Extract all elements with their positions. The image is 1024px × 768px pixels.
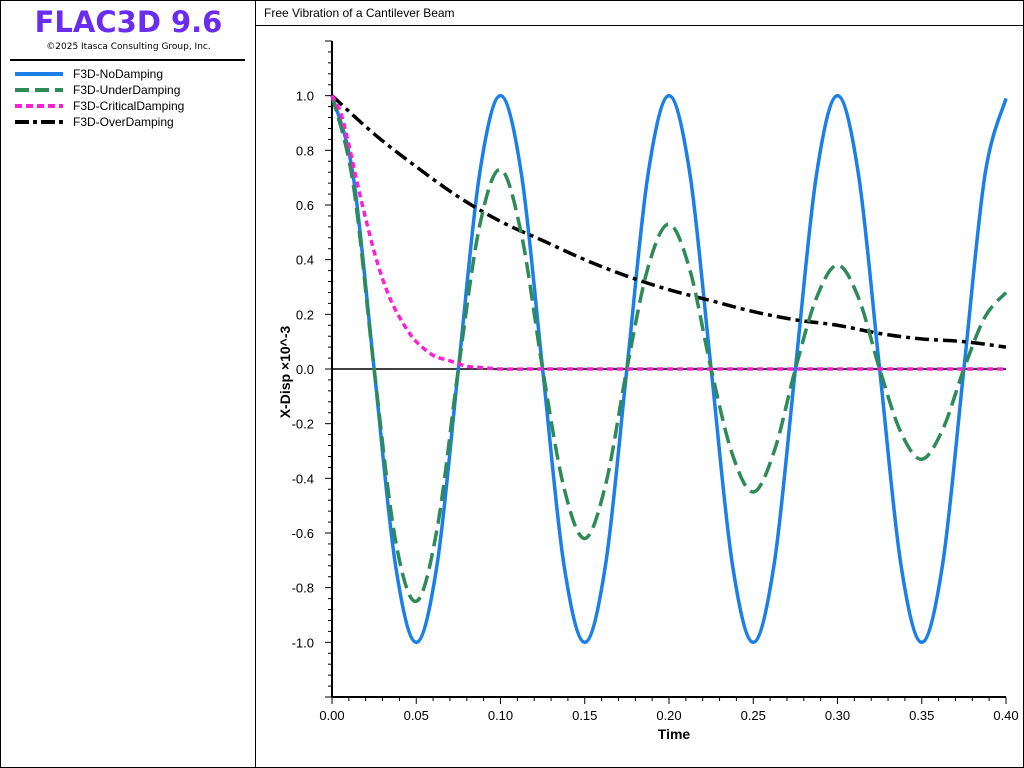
y-tick-label: -0.2 xyxy=(292,417,314,432)
legend-swatch-criticaldamping xyxy=(15,104,63,108)
legend-label: F3D-CriticalDamping xyxy=(73,99,185,113)
legend: F3D-NoDamping F3D-UnderDamping F3D-Criti… xyxy=(15,66,184,130)
series-line-f3d-criticaldamping xyxy=(330,94,1006,371)
x-tick-label: 0.30 xyxy=(825,708,850,723)
plot-title: Free Vibration of a Cantilever Beam xyxy=(264,6,455,20)
y-tick-label: -0.6 xyxy=(292,526,314,541)
y-tick-label: -1.0 xyxy=(292,635,314,650)
series-line-f3d-overdamping xyxy=(330,94,1007,349)
legend-label: F3D-OverDamping xyxy=(73,115,174,129)
y-tick-label: 0.2 xyxy=(296,307,314,322)
legend-panel: FLAC3D 9.6 ©2025 Itasca Consulting Group… xyxy=(0,0,256,768)
y-tick-label: 0.6 xyxy=(296,198,314,213)
x-tick-label: 0.40 xyxy=(993,708,1018,723)
y-axis-title: X-Disp ×10^-3 xyxy=(277,325,293,418)
y-tick-label: 0.0 xyxy=(296,362,314,377)
x-axis-title: Time xyxy=(658,726,691,742)
x-tick-label: 0.10 xyxy=(488,708,513,723)
app-title: FLAC3D 9.6 xyxy=(34,5,223,39)
x-tick-label: 0.25 xyxy=(741,708,766,723)
series-line-f3d-nodamping xyxy=(330,93,1008,645)
legend-item-nodamping[interactable]: F3D-NoDamping xyxy=(15,66,184,82)
x-tick-label: 0.20 xyxy=(656,708,681,723)
legend-swatch-underdamping xyxy=(15,88,63,92)
series-line-f3d-underdamping xyxy=(330,95,1008,604)
legend-item-underdamping[interactable]: F3D-UnderDamping xyxy=(15,82,184,98)
chart[interactable]: 1.0 0.8 0.6 0.4 0.2 0.0 -0.2 -0.4 -0.6 -0.8 -1.0 0.… xyxy=(256,1,1023,767)
legend-swatch-nodamping xyxy=(15,72,63,76)
x-tick-label: 0.00 xyxy=(319,708,344,723)
legend-label: F3D-NoDamping xyxy=(73,67,164,81)
legend-label: F3D-UnderDamping xyxy=(73,83,181,97)
legend-item-criticaldamping[interactable]: F3D-CriticalDamping xyxy=(15,98,184,114)
copyright-text: ©2025 Itasca Consulting Group, Inc. xyxy=(46,42,211,52)
plot-panel: Free Vibration of a Cantilever Beam 1.0 0… xyxy=(255,0,1024,768)
plot-title-divider xyxy=(256,25,1023,26)
x-tick-label: 0.15 xyxy=(572,708,597,723)
y-tick-label: -0.4 xyxy=(292,471,314,486)
brand: FLAC3D 9.6 ©2025 Itasca Consulting Group… xyxy=(1,1,256,52)
x-tick-label: 0.05 xyxy=(404,708,429,723)
legend-item-overdamping[interactable]: F3D-OverDamping xyxy=(15,114,184,130)
y-tick-label: 0.4 xyxy=(296,253,314,268)
legend-swatch-overdamping xyxy=(15,120,63,124)
x-tick-label: 0.35 xyxy=(909,708,934,723)
y-tick-label: -0.8 xyxy=(292,581,314,596)
legend-divider xyxy=(10,59,245,61)
y-tick-label: 1.0 xyxy=(296,89,314,104)
y-tick-label: 0.8 xyxy=(296,143,314,158)
